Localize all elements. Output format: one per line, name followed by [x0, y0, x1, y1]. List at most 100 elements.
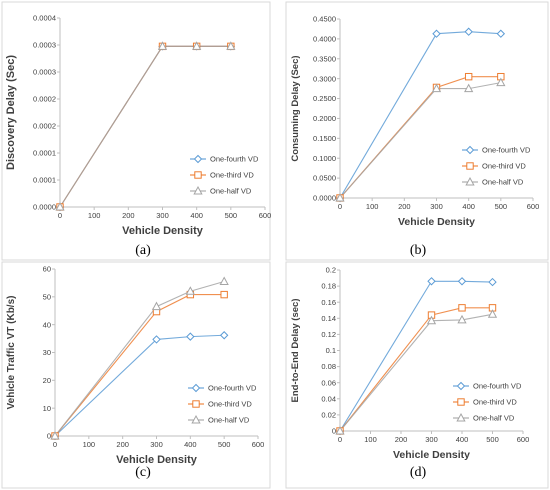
- series-line-2: [59, 45, 231, 208]
- y-tick-label: 0.1000: [313, 154, 336, 163]
- y-tick-label: 0.08: [321, 362, 336, 371]
- series-line-3: [54, 280, 225, 437]
- x-tick-label: 200: [395, 435, 408, 444]
- y-tick-label: 0: [332, 427, 336, 436]
- legend-label: One-half VD: [208, 416, 250, 425]
- y-tick-label: 0.1500: [313, 134, 336, 143]
- y-tick-label: 0.0001: [33, 149, 56, 158]
- x-tick-label: 100: [364, 435, 377, 444]
- y-tick-label: 0.1: [326, 346, 336, 355]
- x-tick-label: 200: [116, 440, 129, 449]
- x-tick-label: 300: [425, 435, 438, 444]
- y-tick-label: 0.0001: [33, 176, 56, 185]
- data-point: [335, 192, 345, 202]
- y-axis-title: Discovery Delay (Sec): [5, 55, 17, 170]
- data-point: [220, 290, 228, 299]
- data-point: [50, 430, 60, 440]
- x-tick-label: 600: [517, 435, 530, 444]
- legend-marker: [194, 171, 202, 179]
- x-tick-label: 0: [53, 440, 57, 449]
- data-point: [487, 309, 498, 318]
- legend-marker: [456, 412, 466, 422]
- y-tick-label: 0.2: [326, 266, 336, 275]
- legend-label: One-half VD: [482, 178, 524, 187]
- data-point: [457, 314, 467, 324]
- legend-marker: [193, 154, 203, 164]
- x-tick-label: 400: [184, 440, 197, 449]
- y-tick-label: 60: [43, 265, 51, 274]
- data-point: [55, 201, 65, 211]
- data-point: [431, 83, 442, 93]
- x-tick-label: 300: [430, 202, 443, 211]
- legend-marker: [465, 145, 475, 155]
- y-tick-label: 0.12: [321, 330, 336, 339]
- x-tick-label: 100: [366, 202, 379, 211]
- panel-label: (a): [135, 243, 151, 258]
- x-tick-label: 0: [338, 435, 342, 444]
- y-tick-label: 0.4500: [313, 15, 336, 24]
- chart-panel-2: 0.0000 0.0500 0.1000 0.1500 0.2000 0.2500 0.30…: [285, 1, 549, 261]
- data-point: [186, 332, 195, 341]
- y-tick-label: 0.0003: [33, 68, 56, 77]
- data-point: [496, 77, 506, 87]
- series-line-1: [339, 280, 493, 432]
- data-point: [464, 27, 473, 36]
- x-tick-label: 600: [527, 202, 540, 211]
- x-axis-title: Vehicle Density: [116, 454, 198, 466]
- data-point: [151, 301, 162, 311]
- x-tick-label: 500: [495, 202, 508, 211]
- y-tick-label: 0.14: [321, 314, 336, 323]
- y-tick-label: 0.0002: [33, 122, 56, 131]
- panel-frame: [1, 1, 271, 261]
- data-point: [458, 304, 466, 312]
- data-point: [192, 41, 202, 50]
- x-tick-label: 0: [338, 202, 342, 211]
- y-tick-label: 0.3000: [313, 74, 336, 83]
- data-point: [427, 277, 436, 286]
- x-tick-label: 300: [156, 211, 169, 220]
- legend-label: One-third VD: [482, 162, 526, 171]
- y-tick-label: 50: [43, 292, 51, 301]
- legend-marker: [465, 176, 475, 186]
- data-point: [335, 425, 345, 435]
- y-tick-label: 10: [43, 404, 51, 413]
- legend-label: One-fourth VD: [210, 155, 259, 164]
- x-tick-label: 100: [83, 440, 96, 449]
- y-axis-title: End-to-End Delay (sec): [290, 299, 301, 403]
- x-axis-title: Vehicle Density: [122, 225, 204, 237]
- panel-frame: [285, 261, 549, 489]
- y-tick-label: 20: [43, 376, 51, 385]
- data-point: [488, 277, 497, 287]
- data-point: [457, 277, 467, 286]
- data-point: [157, 41, 168, 50]
- x-tick-label: 600: [252, 440, 265, 449]
- chart-panel-1: 0.0000 0.0001 0.0001 0.0002 0.0002 0.0003 0.00…: [1, 1, 272, 261]
- data-point: [464, 72, 473, 81]
- y-tick-label: 40: [43, 320, 51, 329]
- legend-label: One-half VD: [473, 414, 515, 423]
- series-line-3: [59, 45, 231, 208]
- y-tick-label: 0.06: [321, 378, 336, 387]
- x-tick-label: 600: [259, 211, 272, 220]
- legend-label: One-fourth VD: [208, 384, 257, 393]
- x-tick-label: 500: [225, 211, 238, 220]
- y-tick-label: 0.16: [321, 298, 336, 307]
- y-axis-title: Vehicle Traffic VT (Kb/s): [6, 296, 17, 410]
- legend-label: One-fourth VD: [482, 146, 531, 155]
- series-line-2: [54, 294, 225, 437]
- series-line-1: [54, 334, 225, 437]
- x-tick-label: 300: [150, 440, 163, 449]
- data-point: [185, 286, 195, 295]
- x-tick-label: 200: [122, 211, 135, 220]
- legend-marker: [191, 383, 201, 393]
- y-tick-label: 0.2000: [313, 114, 336, 123]
- series-line-1: [339, 31, 501, 199]
- x-tick-label: 100: [88, 211, 101, 220]
- series-line-3: [339, 82, 501, 199]
- data-point: [152, 335, 161, 344]
- legend-label: One-half VD: [210, 187, 252, 196]
- x-axis-title: Vehicle Density: [398, 216, 475, 228]
- y-tick-label: 0.0002: [33, 95, 56, 104]
- series-line-1: [59, 45, 231, 208]
